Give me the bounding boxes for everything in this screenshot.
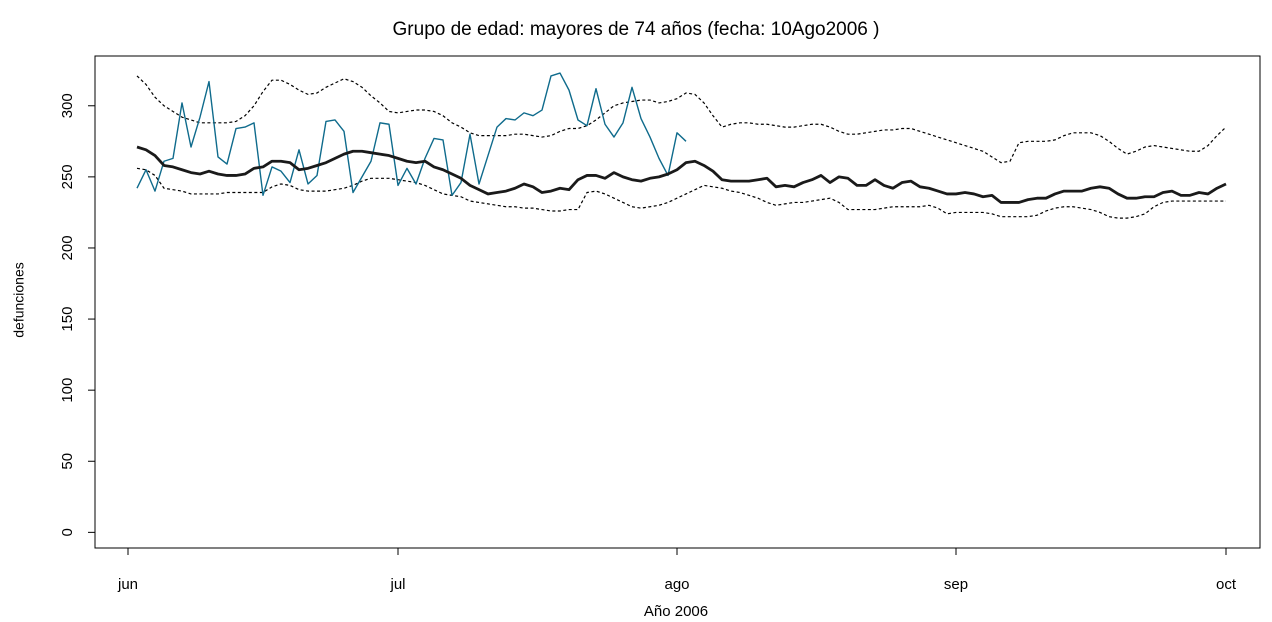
series-line — [136, 167, 1226, 219]
series-line — [136, 72, 687, 197]
y-tick-label: 300 — [59, 93, 76, 118]
y-tick-label: 250 — [59, 164, 76, 189]
plot-box — [94, 55, 1261, 549]
x-tick-label: oct — [1216, 576, 1237, 593]
x-tick-label: jul — [389, 576, 405, 593]
x-tick-label: jun — [117, 576, 138, 593]
y-axis-label: defunciones — [11, 262, 27, 338]
series-line — [136, 145, 1227, 204]
y-tick-label: 150 — [59, 307, 76, 332]
x-axis-label: Año 2006 — [644, 603, 708, 620]
y-tick-label: 100 — [59, 378, 76, 403]
x-tick-label: sep — [944, 576, 968, 593]
y-tick-label: 200 — [59, 235, 76, 260]
series-line — [136, 75, 1227, 164]
chart-title: Grupo de edad: mayores de 74 años (fecha… — [393, 19, 880, 40]
x-tick-label: ago — [664, 576, 689, 593]
y-tick-label: 0 — [59, 528, 76, 536]
y-tick-label: 50 — [59, 453, 76, 470]
